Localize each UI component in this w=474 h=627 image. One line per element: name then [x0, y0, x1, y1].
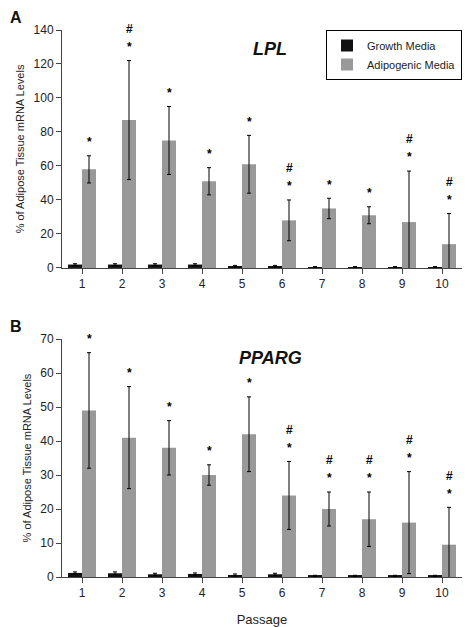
- svg-text:5: 5: [239, 586, 246, 600]
- svg-text:#: #: [366, 453, 373, 467]
- svg-text:*: *: [127, 40, 132, 54]
- svg-text:4: 4: [199, 586, 206, 600]
- svg-text:30: 30: [40, 468, 54, 482]
- svg-text:20: 20: [40, 227, 54, 241]
- svg-text:#: #: [126, 22, 133, 36]
- svg-text:*: *: [367, 471, 372, 485]
- svg-text:7: 7: [319, 277, 326, 291]
- svg-text:100: 100: [34, 91, 54, 105]
- svg-text:*: *: [327, 471, 332, 485]
- svg-text:20: 20: [40, 502, 54, 516]
- svg-text:0: 0: [47, 570, 54, 584]
- svg-text:#: #: [286, 161, 293, 175]
- svg-text:Passage: Passage: [237, 612, 288, 627]
- svg-text:3: 3: [159, 586, 166, 600]
- svg-text:#: #: [446, 469, 453, 483]
- svg-text:8: 8: [359, 586, 366, 600]
- svg-text:*: *: [447, 193, 452, 207]
- svg-text:*: *: [367, 186, 372, 200]
- svg-text:LPL: LPL: [253, 39, 287, 59]
- svg-text:PPARG: PPARG: [239, 348, 302, 368]
- svg-text:#: #: [446, 175, 453, 189]
- svg-text:*: *: [447, 487, 452, 501]
- svg-text:70: 70: [40, 332, 54, 346]
- svg-text:10: 10: [435, 586, 449, 600]
- svg-text:*: *: [407, 150, 412, 164]
- svg-text:#: #: [406, 132, 413, 146]
- svg-text:*: *: [87, 135, 92, 149]
- svg-text:6: 6: [279, 277, 286, 291]
- svg-text:*: *: [327, 178, 332, 192]
- svg-text:A: A: [10, 9, 22, 26]
- svg-text:40: 40: [40, 434, 54, 448]
- svg-text:*: *: [287, 179, 292, 193]
- svg-text:*: *: [247, 376, 252, 390]
- svg-text:120: 120: [34, 57, 54, 71]
- svg-text:4: 4: [199, 277, 206, 291]
- svg-text:60: 60: [40, 366, 54, 380]
- svg-text:2: 2: [119, 277, 126, 291]
- svg-text:10: 10: [40, 536, 54, 550]
- svg-text:*: *: [167, 86, 172, 100]
- svg-text:#: #: [286, 423, 293, 437]
- svg-text:10: 10: [435, 277, 449, 291]
- svg-text:*: *: [287, 441, 292, 455]
- svg-text:B: B: [10, 318, 22, 335]
- svg-text:60: 60: [40, 159, 54, 173]
- svg-text:0: 0: [47, 261, 54, 275]
- svg-text:*: *: [207, 147, 212, 161]
- svg-text:*: *: [87, 332, 92, 346]
- svg-text:6: 6: [279, 586, 286, 600]
- svg-text:% of Adipose Tissue mRNA Level: % of Adipose Tissue mRNA Levels: [14, 64, 26, 233]
- svg-text:7: 7: [319, 586, 326, 600]
- svg-text:*: *: [247, 115, 252, 129]
- svg-text:8: 8: [359, 277, 366, 291]
- svg-text:% of Adipose Tissue mRNA Level: % of Adipose Tissue mRNA Levels: [21, 373, 33, 542]
- svg-text:80: 80: [40, 125, 54, 139]
- svg-text:#: #: [326, 453, 333, 467]
- svg-text:5: 5: [239, 277, 246, 291]
- svg-text:Adipogenic Media: Adipogenic Media: [367, 59, 455, 71]
- svg-text:#: #: [406, 433, 413, 447]
- svg-text:2: 2: [119, 586, 126, 600]
- svg-text:*: *: [207, 444, 212, 458]
- svg-text:40: 40: [40, 193, 54, 207]
- svg-text:*: *: [127, 366, 132, 380]
- svg-text:*: *: [167, 400, 172, 414]
- svg-text:1: 1: [79, 586, 86, 600]
- svg-text:Growth Media: Growth Media: [367, 40, 436, 52]
- svg-text:*: *: [407, 451, 412, 465]
- svg-text:9: 9: [399, 586, 406, 600]
- svg-text:50: 50: [40, 400, 54, 414]
- svg-text:1: 1: [79, 277, 86, 291]
- svg-text:9: 9: [399, 277, 406, 291]
- svg-text:3: 3: [159, 277, 166, 291]
- svg-text:140: 140: [34, 23, 54, 37]
